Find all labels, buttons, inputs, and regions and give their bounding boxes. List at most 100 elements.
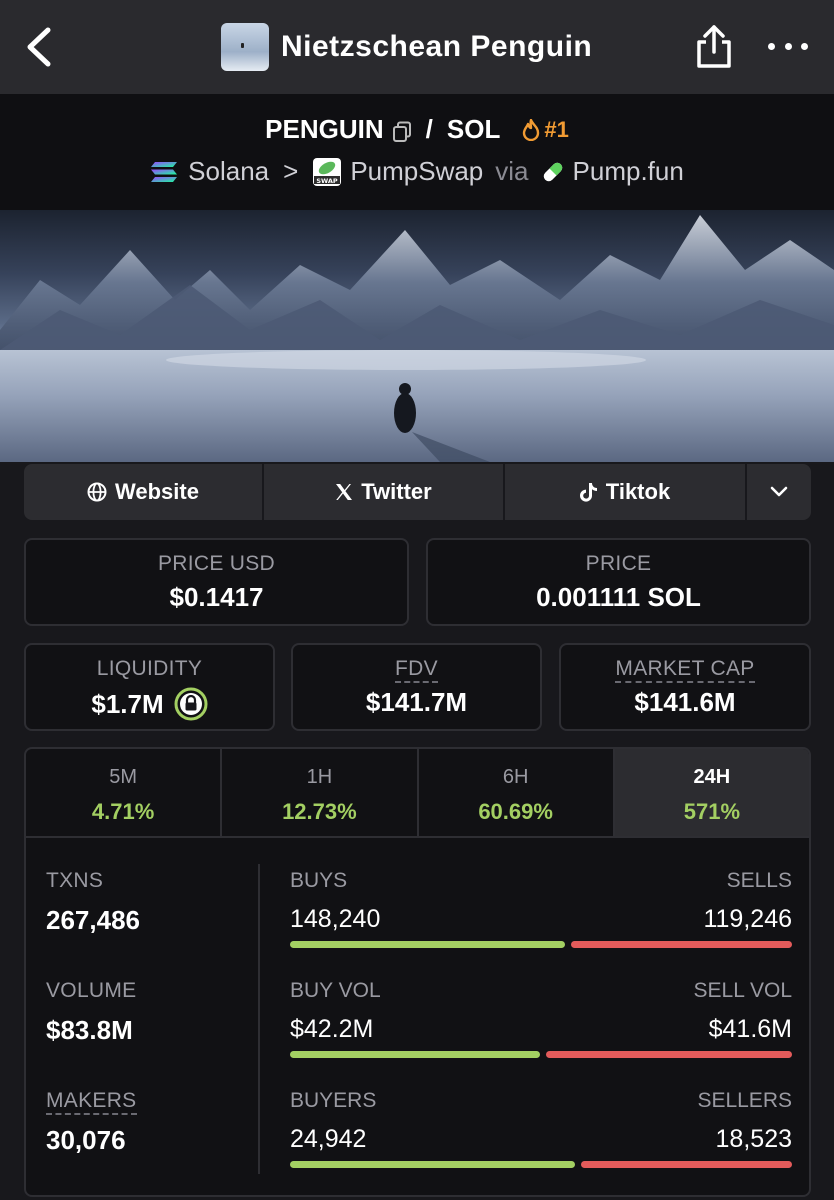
buy-share-bar (290, 941, 565, 948)
volume-metric: VOLUME $83.8M (46, 979, 137, 1046)
token-banner-image (0, 210, 834, 462)
rank-badge[interactable]: #1 (522, 116, 569, 143)
top-bar: Nietzschean Penguin (0, 0, 834, 94)
price-label: PRICE (585, 552, 652, 575)
tab-6h[interactable]: 6H 60.69% (419, 749, 615, 836)
more-links-button[interactable] (747, 464, 811, 520)
tab-5m[interactable]: 5M 4.71% (26, 749, 223, 836)
tab-change: 4.71% (91, 799, 155, 824)
sells-value: 119,246 (703, 905, 792, 933)
twitter-label: Twitter (361, 479, 432, 504)
quote-symbol: SOL (446, 114, 501, 144)
pair-line: PENGUIN / SOL #1 (0, 114, 834, 145)
buys-value: 148,240 (290, 905, 381, 933)
token-thumbnail (221, 23, 269, 71)
rank-value: #1 (544, 116, 569, 142)
sellers-value: 18,523 (715, 1125, 792, 1153)
volume-split-bar (290, 1051, 792, 1058)
price-native-card: PRICE 0.001111 SOL (426, 538, 811, 626)
tab-change: 571% (683, 799, 741, 824)
base-symbol: PENGUIN (265, 114, 384, 144)
price-usd-card: PRICE USD $0.1417 (24, 538, 409, 626)
dot-icon (784, 42, 792, 50)
buy-vol-value: $42.2M (290, 1015, 374, 1043)
globe-icon (87, 482, 107, 502)
makers-label[interactable]: MAKERS (46, 1089, 137, 1115)
tab-change: 60.69% (478, 799, 553, 824)
launchpad-name[interactable]: Pump.fun (572, 156, 684, 186)
breadcrumb-separator: > (283, 156, 299, 186)
title-group: Nietzschean Penguin (221, 22, 592, 72)
market-cap-value: $141.6M (634, 687, 736, 717)
pumpswap-icon: SWAP (313, 157, 342, 186)
share-button[interactable] (693, 22, 735, 70)
fire-icon (523, 118, 540, 141)
website-button[interactable]: Website (24, 464, 264, 520)
pair-slash: / (425, 114, 433, 144)
fdv-label[interactable]: FDV (395, 657, 438, 683)
liquidity-value: $1.7M (91, 688, 164, 719)
timeframe-stats-panel: 5M 4.71% 1H 12.73% 6H 60.69% 24H 571% TX… (24, 747, 811, 1197)
tab-1h[interactable]: 1H 12.73% (222, 749, 419, 836)
x-logo-icon (336, 484, 353, 500)
social-links: Website Twitter Tiktok (24, 464, 811, 520)
tab-24h[interactable]: 24H 571% (614, 749, 809, 836)
column-divider (258, 864, 260, 1174)
share-icon (697, 25, 731, 68)
buyers-sellers-bar (290, 1161, 792, 1168)
buys-label: BUYS (290, 869, 348, 892)
dot-icon (801, 42, 808, 50)
tab-change: 12.73% (282, 799, 357, 824)
tab-label: 24H (693, 766, 731, 788)
sellers-share-bar (581, 1161, 792, 1168)
tiktok-button[interactable]: Tiktok (505, 464, 747, 520)
fdv-value: $141.7M (365, 687, 468, 717)
price-usd-label: PRICE USD (157, 552, 276, 575)
txns-label: TXNS (46, 869, 104, 892)
dex-name[interactable]: PumpSwap (350, 156, 484, 186)
market-cap-card: MARKET CAP $141.6M (559, 643, 811, 731)
svg-text:SWAP: SWAP (317, 177, 339, 185)
sell-share-bar (571, 941, 792, 948)
twitter-button[interactable]: Twitter (264, 464, 505, 520)
fdv-card: FDV $141.7M (291, 643, 542, 731)
sell-vol-share-bar (546, 1051, 792, 1058)
chevron-left-icon (27, 27, 51, 67)
sell-vol-label: SELL VOL (693, 979, 792, 1002)
txns-metric: TXNS 267,486 (46, 869, 140, 936)
pumpfun-pill-icon (543, 162, 562, 181)
tab-label: 6H (502, 766, 529, 788)
price-usd-value: $0.1417 (169, 582, 264, 612)
chevron-down-icon (770, 486, 788, 497)
volume-label: VOLUME (46, 979, 137, 1002)
page-title: Nietzschean Penguin (281, 30, 593, 63)
pair-info: PENGUIN / SOL #1 Solana (0, 94, 834, 210)
via-text: via (495, 156, 529, 186)
buyers-label: BUYERS (290, 1089, 377, 1112)
liquidity-card: LIQUIDITY $1.7M (24, 643, 275, 731)
sellers-label: SELLERS (697, 1089, 792, 1112)
makers-value: 30,076 (46, 1125, 126, 1155)
buys-sells-row: BUYS SELLS 148,240 119,246 (290, 869, 792, 959)
tiktok-icon (579, 483, 597, 502)
back-button[interactable] (22, 26, 58, 68)
penguin-silhouette (394, 383, 490, 462)
more-options-button[interactable] (768, 36, 808, 56)
website-label: Website (115, 479, 199, 504)
liquidity-value-row: $1.7M (26, 687, 273, 721)
volume-split-row: BUY VOL SELL VOL $42.2M $41.6M (290, 979, 792, 1069)
makers-metric: MAKERS 30,076 (46, 1089, 137, 1156)
chain-name[interactable]: Solana (188, 156, 270, 186)
lock-icon[interactable] (174, 687, 208, 721)
dot-icon (768, 42, 775, 50)
tab-label: 1H (306, 766, 333, 788)
txns-value: 267,486 (46, 905, 140, 935)
buyers-value: 24,942 (290, 1125, 367, 1153)
tab-label: 5M (109, 766, 138, 788)
timeframe-tabs: 5M 4.71% 1H 12.73% 6H 60.69% 24H 571% (26, 749, 809, 838)
buy-vol-share-bar (290, 1051, 540, 1058)
buyers-share-bar (290, 1161, 575, 1168)
market-cap-label[interactable]: MARKET CAP (615, 657, 755, 683)
copy-icon[interactable] (392, 119, 412, 142)
buys-sells-bar (290, 941, 792, 948)
